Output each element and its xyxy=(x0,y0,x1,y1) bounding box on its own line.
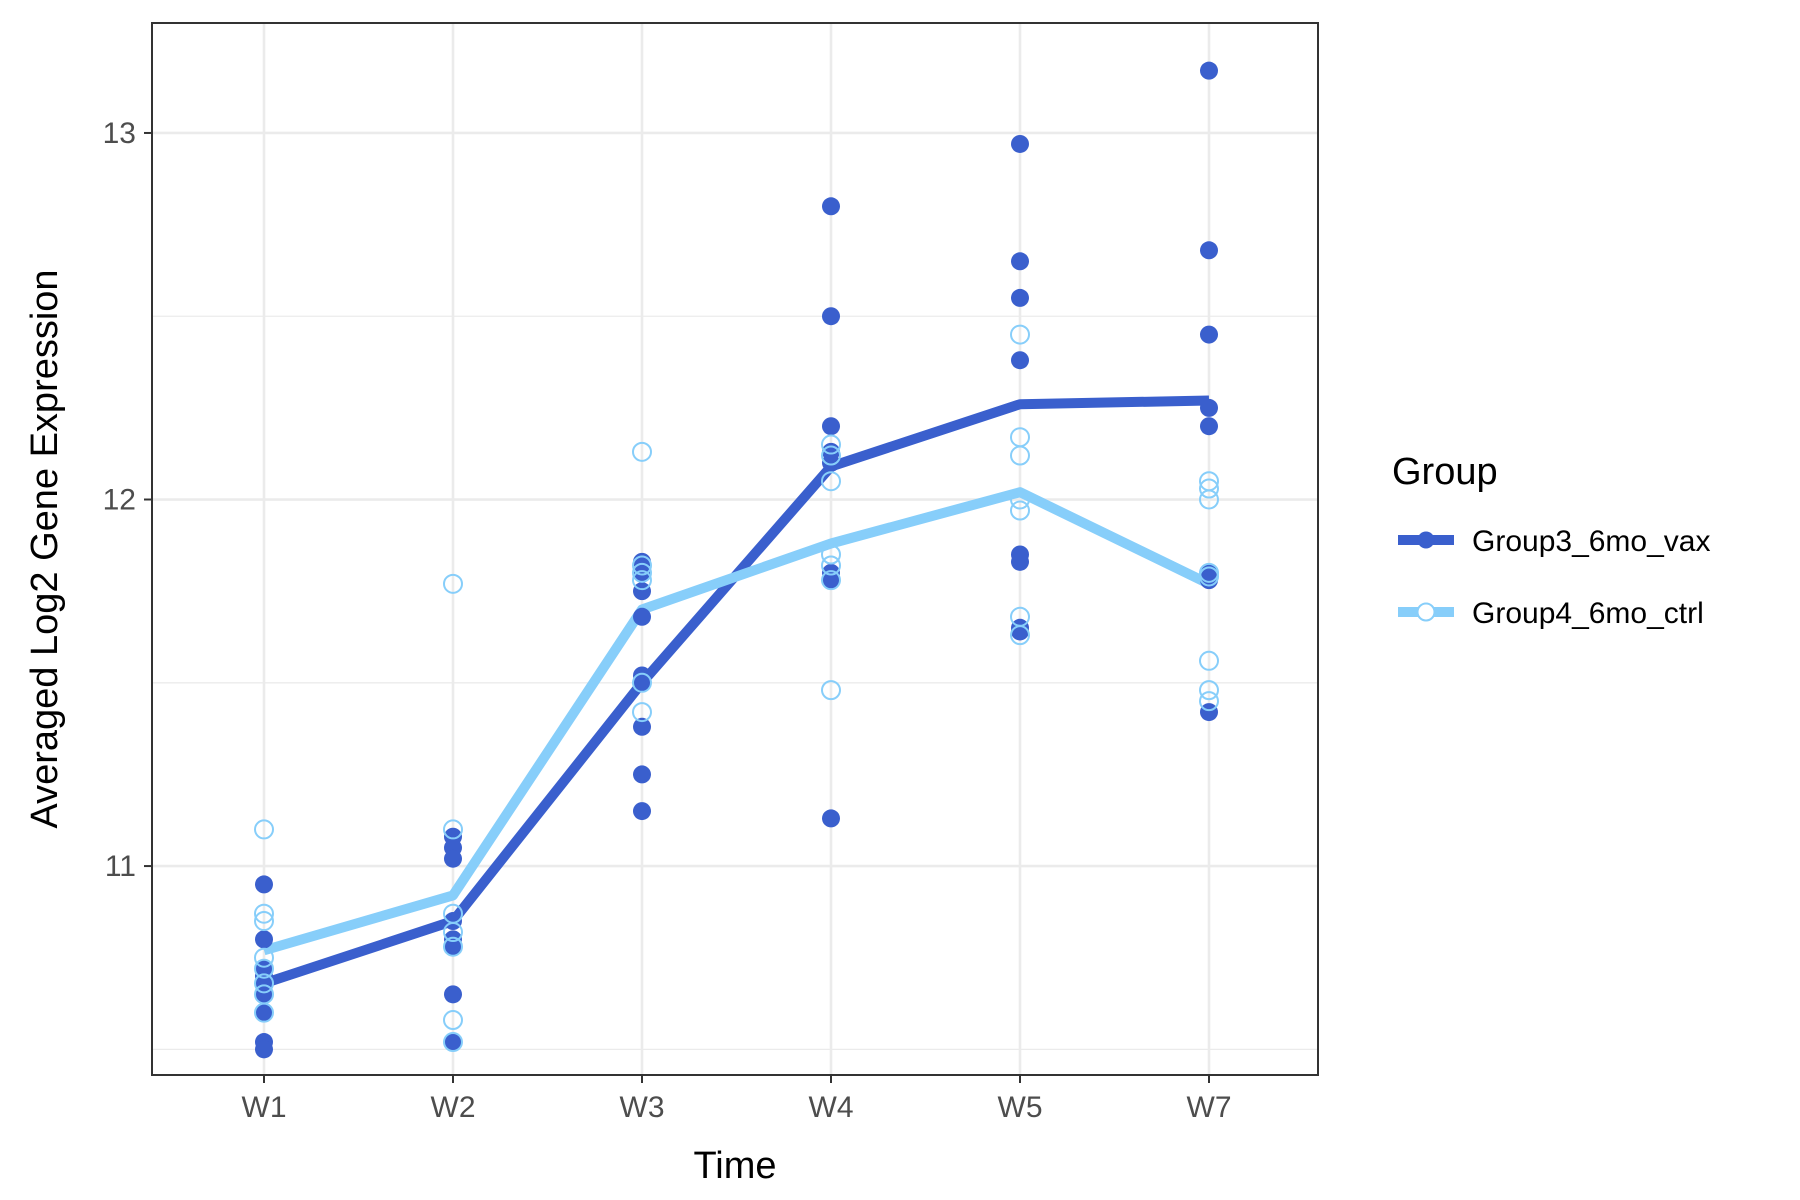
data-point-vax xyxy=(633,563,651,582)
data-point-ctrl xyxy=(821,434,841,455)
panel-background xyxy=(152,23,1318,1075)
data-point-ctrl xyxy=(821,680,841,701)
data-point-vax xyxy=(633,765,651,784)
data-point-vax xyxy=(1011,134,1029,153)
x-tick-label: W5 xyxy=(998,1091,1043,1124)
data-point-ctrl xyxy=(821,570,841,591)
axes: 11 12 13 W1 W2 W3 W4 W5 W7 xyxy=(103,117,1232,1124)
data-point-ctrl xyxy=(254,819,274,840)
data-point-vax xyxy=(255,875,273,894)
y-tick-label: 11 xyxy=(105,850,136,883)
data-point-vax xyxy=(1200,703,1218,722)
legend: Group Group3_6mo_vax Group4_6mo_ctrl xyxy=(1392,451,1710,630)
data-point-ctrl xyxy=(1199,566,1219,587)
data-point-ctrl xyxy=(443,1010,463,1031)
data-point-vax xyxy=(255,1040,273,1059)
y-tick-label: 13 xyxy=(103,117,136,150)
data-point-ctrl xyxy=(1010,489,1030,510)
data-point-ctrl xyxy=(254,958,274,979)
data-point-vax xyxy=(633,582,651,601)
data-point-vax xyxy=(822,197,840,216)
data-point-ctrl xyxy=(1199,478,1219,499)
mean-lines xyxy=(262,395,1212,989)
data-point-vax xyxy=(1200,417,1218,436)
data-point-ctrl xyxy=(1010,445,1030,466)
data-point-ctrl xyxy=(632,672,652,693)
data-point-ctrl xyxy=(254,1002,274,1023)
data-point-ctrl xyxy=(1199,489,1219,510)
data-point-vax xyxy=(633,607,651,626)
legend-label-group4: Group4_6mo_ctrl xyxy=(1472,597,1704,630)
data-point-ctrl xyxy=(254,911,274,932)
data-point-vax xyxy=(822,809,840,828)
data-point-ctrl xyxy=(632,562,652,583)
data-point-ctrl xyxy=(821,445,841,466)
y-tick-label: 12 xyxy=(103,484,136,517)
legend-key-marker-group4 xyxy=(1416,602,1436,622)
data-point-ctrl xyxy=(632,441,652,462)
data-point-vax xyxy=(444,985,462,1004)
x-tick-label: W2 xyxy=(431,1091,476,1124)
legend-title: Group xyxy=(1392,451,1498,493)
data-point-ctrl xyxy=(1199,650,1219,671)
data-point-vax xyxy=(633,802,651,821)
data-point-vax xyxy=(1200,61,1218,80)
data-point-vax xyxy=(633,717,651,736)
x-tick-label: W4 xyxy=(809,1091,854,1124)
legend-item-group3[interactable]: Group3_6mo_vax xyxy=(1398,525,1710,558)
data-point-ctrl xyxy=(1199,680,1219,701)
x-tick-label: W7 xyxy=(1187,1091,1232,1124)
data-point-ctrl xyxy=(1010,324,1030,345)
data-point-vax xyxy=(822,417,840,436)
data-point-ctrl xyxy=(1199,691,1219,712)
data-point-ctrl xyxy=(821,555,841,576)
data-point-ctrl xyxy=(254,903,274,924)
data-point-vax xyxy=(255,930,273,949)
mean-line-group4_6mo_ctrl xyxy=(262,487,1212,956)
data-point-ctrl xyxy=(1010,500,1030,521)
data-point-ctrl xyxy=(443,819,463,840)
data-point-ctrl xyxy=(443,936,463,957)
data-point-ctrl xyxy=(632,570,652,591)
data-point-vax xyxy=(1011,252,1029,271)
data-point-vax xyxy=(255,1003,273,1022)
data-point-vax xyxy=(255,985,273,1004)
x-tick-label: W1 xyxy=(242,1091,287,1124)
data-point-vax xyxy=(1011,288,1029,307)
data-point-ctrl xyxy=(821,544,841,565)
data-point-vax xyxy=(1200,325,1218,344)
data-point-vax xyxy=(822,307,840,326)
data-point-vax xyxy=(1200,241,1218,260)
data-point-vax xyxy=(1011,552,1029,571)
data-point-ctrl xyxy=(632,555,652,576)
data-point-vax xyxy=(444,912,462,931)
data-point-ctrl xyxy=(821,471,841,492)
data-point-ctrl xyxy=(443,922,463,943)
data-point-ctrl xyxy=(1010,625,1030,646)
data-point-ctrl xyxy=(254,973,274,994)
x-tick-label: W3 xyxy=(620,1091,665,1124)
y-axis-title: Averaged Log2 Gene Expression xyxy=(24,269,66,828)
data-point-vax xyxy=(444,849,462,868)
data-point-vax xyxy=(822,571,840,590)
data-point-ctrl xyxy=(254,947,274,968)
data-point-ctrl xyxy=(443,573,463,594)
data-point-ctrl xyxy=(443,1032,463,1053)
legend-label-group3: Group3_6mo_vax xyxy=(1472,525,1710,558)
data-point-vax xyxy=(822,453,840,472)
legend-item-group4[interactable]: Group4_6mo_ctrl xyxy=(1398,597,1704,630)
data-point-vax xyxy=(633,673,651,692)
x-axis-title: Time xyxy=(693,1145,776,1187)
data-point-vax xyxy=(444,1033,462,1052)
data-point-vax xyxy=(1200,398,1218,417)
data-point-ctrl xyxy=(632,702,652,723)
panel-border xyxy=(151,22,1319,1076)
data-points xyxy=(254,61,1219,1059)
data-point-vax xyxy=(444,937,462,956)
data-point-vax xyxy=(1011,351,1029,370)
legend-key-marker-group3 xyxy=(1417,531,1435,549)
